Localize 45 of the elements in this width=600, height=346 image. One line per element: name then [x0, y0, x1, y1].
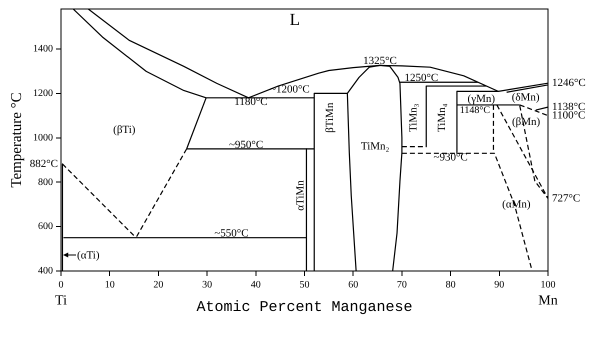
annotation: 1250°C	[404, 72, 438, 84]
annotation: TiMn₂	[360, 140, 390, 153]
x-tick-label: 80	[446, 280, 456, 291]
x-tick-label: 30	[202, 280, 212, 291]
annotation: ~1200°C	[270, 83, 310, 96]
annotation: 727°C	[552, 192, 580, 204]
annotation: (αTi)	[77, 249, 100, 262]
x-tick-label: 90	[494, 280, 504, 291]
annotation: αTiMn	[294, 180, 306, 211]
annotation: 1180°C	[234, 96, 268, 108]
annotation: TiMn₃	[407, 103, 420, 132]
x-axis-title: Atomic Percent Manganese	[196, 298, 413, 316]
y-tick-label: 800	[38, 176, 53, 188]
text: Mn	[538, 294, 558, 309]
annotation: (βTi)	[113, 124, 136, 136]
annotation: 1246°C	[552, 77, 586, 90]
x-tick-label: 60	[348, 280, 358, 291]
annotation: L	[290, 10, 300, 30]
x-tick-label: 40	[250, 280, 261, 291]
annotation: βTiMn	[324, 102, 336, 133]
y-tick-label: 1000	[33, 132, 53, 144]
x-tick-label: 0	[58, 280, 64, 291]
annotation: (αMn)	[502, 198, 531, 210]
annotation: (γMn)	[468, 92, 496, 105]
annotation: ~550°C	[214, 228, 249, 240]
annotation: ~950°C	[228, 138, 264, 151]
y-axis-title: Temperature °C	[8, 92, 25, 188]
x-tick-label: 70	[396, 280, 407, 291]
y-tick-label: 1200	[33, 88, 53, 99]
y-tick-label: 1400	[33, 44, 53, 55]
annotation: 1148°C	[460, 104, 490, 116]
x-tick-label: 20	[153, 280, 164, 291]
x-tick-label: 100	[540, 280, 556, 291]
y-tick-label: 400	[38, 266, 53, 277]
x-tick-label: 10	[104, 280, 115, 291]
y-tick-label: 600	[38, 221, 53, 232]
annotation: 1100°C	[552, 109, 586, 122]
annotation: 1325°C	[363, 55, 397, 68]
annotation: (δMn)	[512, 92, 540, 104]
annotation: 882°C	[30, 158, 58, 170]
text: Ti	[55, 294, 68, 309]
x-tick-label: 50	[300, 280, 310, 291]
annotation: ~930°C	[434, 152, 468, 164]
annotation: TiMn₄	[436, 103, 448, 132]
annotation: (βMn)	[512, 116, 541, 128]
